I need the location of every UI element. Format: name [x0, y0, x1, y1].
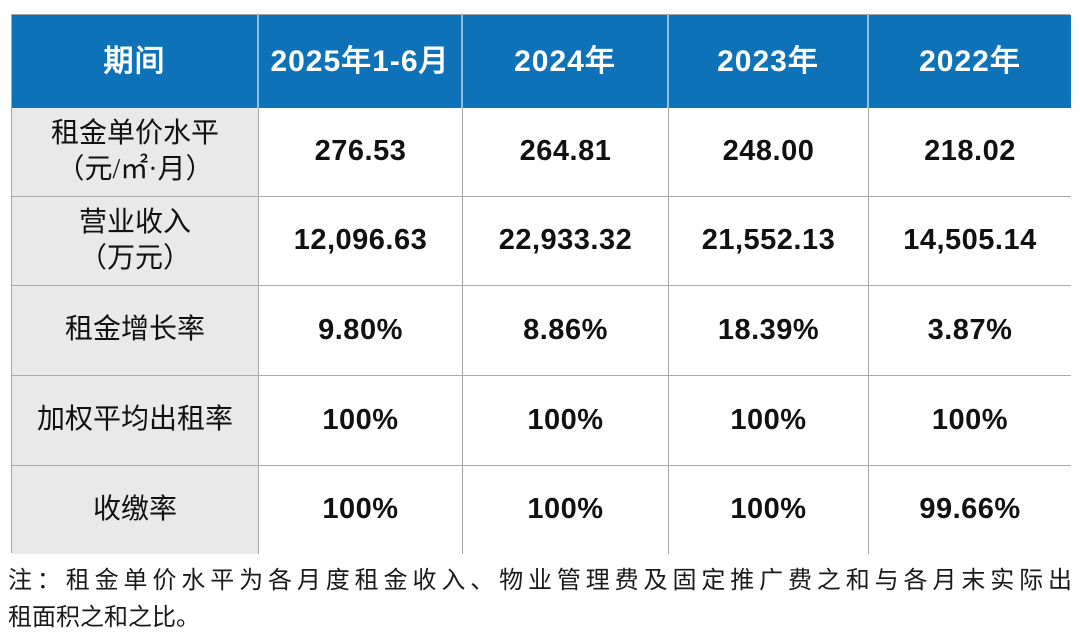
cell-value: 22,933.32 [498, 224, 633, 257]
table-cell: 100% [463, 466, 669, 554]
header-cell-2024: 2024年 [463, 15, 669, 108]
row-label-text: 收缴率 [92, 493, 177, 525]
cell-value: 248.00 [722, 135, 815, 168]
footnote: 注：租金单价水平为各月度租金收入、物业管理费及固定推广费之和与各月末实际出 租面… [8, 563, 1072, 637]
cell-value: 100% [322, 403, 399, 436]
header-label: 2024年 [514, 45, 616, 78]
cell-value: 100% [730, 493, 807, 526]
row-label-text: 加权平均出租率 [36, 404, 233, 436]
table-cell: 264.81 [463, 108, 669, 197]
table-cell: 99.66% [869, 466, 1071, 554]
table-cell: 100% [259, 466, 463, 554]
header-label: 2025年1-6月 [270, 45, 450, 78]
financial-metrics-table: 期间 2025年1-6月 2024年 2023年 2022年 租金单价水平 （元… [11, 14, 1071, 554]
row-label-collection-rate: 收缴率 [12, 466, 259, 554]
header-label: 2023年 [717, 45, 819, 78]
table-cell: 100% [669, 376, 869, 466]
table-cell: 276.53 [259, 108, 463, 197]
cell-value: 8.86% [523, 313, 608, 346]
row-label-text: 营业收入 [78, 206, 191, 238]
table-cell: 9.80% [259, 286, 463, 376]
table-cell: 218.02 [869, 108, 1071, 197]
header-label: 2022年 [919, 45, 1021, 78]
cell-value: 3.87% [927, 313, 1013, 346]
table-cell: 100% [869, 376, 1071, 466]
table-cell: 248.00 [669, 108, 869, 197]
table-cell: 22,933.32 [463, 197, 669, 286]
table-cell: 100% [669, 466, 869, 554]
cell-value: 14,505.14 [903, 224, 1037, 257]
header-cell-2025h1: 2025年1-6月 [259, 15, 463, 108]
cell-value: 99.66% [919, 493, 1021, 526]
row-label-weighted-occupancy-rate: 加权平均出租率 [12, 376, 259, 466]
header-cell-2022: 2022年 [869, 15, 1071, 108]
cell-value: 218.02 [924, 135, 1016, 168]
footnote-line-1: 注：租金单价水平为各月度租金收入、物业管理费及固定推广费之和与各月末实际出 [8, 568, 1072, 594]
footnote-line-2: 租面积之和之比。 [8, 605, 200, 632]
cell-value: 100% [527, 493, 604, 526]
cell-value: 276.53 [314, 135, 407, 168]
cell-value: 18.39% [717, 313, 820, 346]
cell-value: 100% [730, 403, 807, 436]
table-cell: 8.86% [463, 286, 669, 376]
row-label-text: 租金增长率 [64, 314, 205, 346]
table-cell: 100% [463, 376, 669, 466]
row-label-unit: （万元） [78, 243, 191, 274]
cell-value: 100% [931, 403, 1009, 436]
table-cell: 21,552.13 [669, 197, 869, 286]
cell-value: 100% [527, 403, 604, 436]
row-label-unit: （元/㎡·月） [56, 154, 214, 185]
cell-value: 21,552.13 [701, 224, 836, 257]
table-cell: 18.39% [669, 286, 869, 376]
header-cell-period: 期间 [12, 15, 259, 108]
header-label: 期间 [103, 45, 166, 78]
header-cell-2023: 2023年 [669, 15, 869, 108]
cell-value: 100% [322, 493, 399, 526]
cell-value: 264.81 [519, 135, 612, 168]
row-label-rent-growth-rate: 租金增长率 [12, 286, 259, 376]
row-label-operating-revenue: 营业收入 （万元） [12, 197, 259, 286]
cell-value: 12,096.63 [293, 224, 428, 257]
table-cell: 14,505.14 [869, 197, 1071, 286]
table-cell: 3.87% [869, 286, 1071, 376]
cell-value: 9.80% [318, 313, 403, 346]
row-label-text: 租金单价水平 [50, 117, 219, 149]
table-cell: 12,096.63 [259, 197, 463, 286]
row-label-rent-unit-price: 租金单价水平 （元/㎡·月） [12, 108, 259, 197]
table-cell: 100% [259, 376, 463, 466]
